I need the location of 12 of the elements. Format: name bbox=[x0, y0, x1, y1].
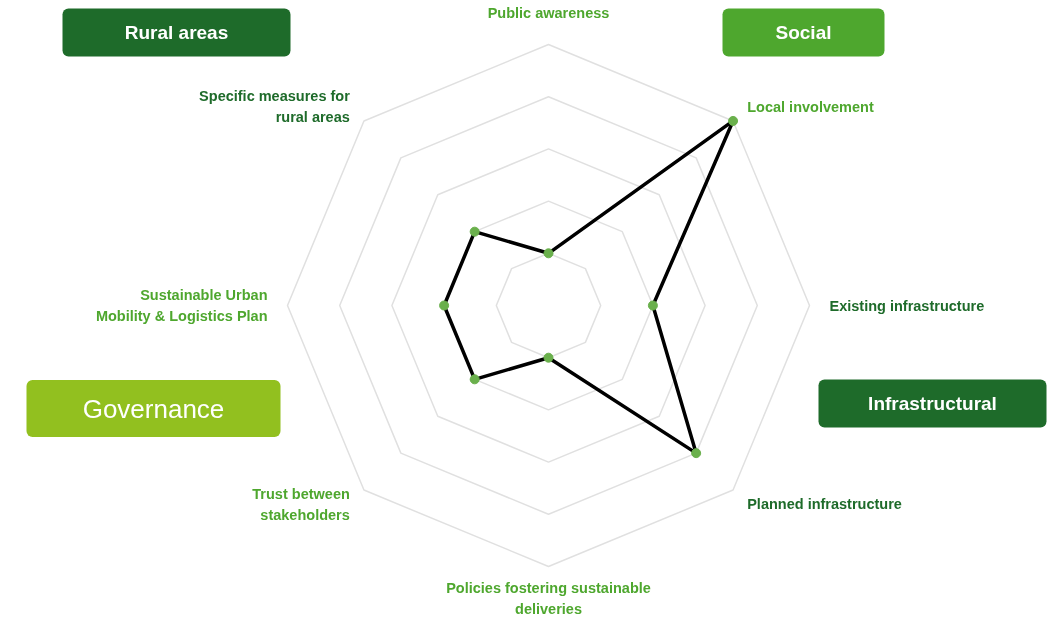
spoke-label: Planned infrastructure bbox=[747, 496, 902, 513]
spoke-label: Sustainable Urban Mobility & Logistics Plan bbox=[95, 287, 268, 324]
spoke-label: Public awareness bbox=[487, 4, 610, 21]
text: Governance bbox=[82, 393, 225, 424]
spoke-label: Local involvement bbox=[747, 98, 874, 115]
spoke-label: Trust between stakeholders bbox=[252, 485, 350, 523]
spoke-label: Existing infrastructure bbox=[829, 297, 985, 314]
text: Social bbox=[775, 22, 832, 43]
spoke-label: Specific measures for rural areas bbox=[199, 88, 351, 126]
spoke-label: Policies fostering sustainable deliveries bbox=[446, 580, 651, 617]
text: Rural areas bbox=[124, 22, 229, 43]
text: Infrastructural bbox=[868, 393, 997, 414]
